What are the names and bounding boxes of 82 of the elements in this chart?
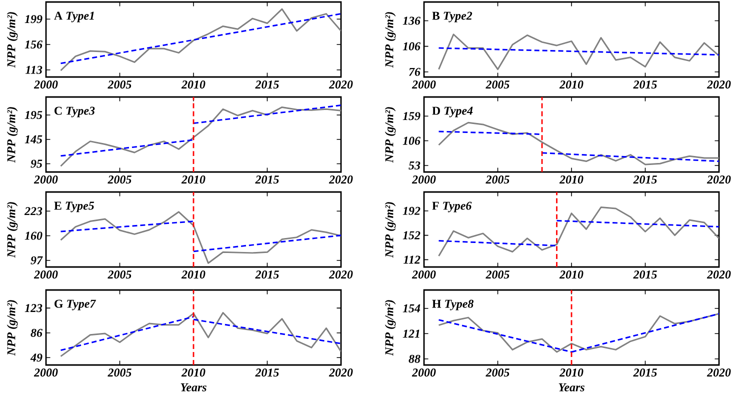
- x-tick-label: 2010: [559, 176, 584, 184]
- x-tick-label: 2000: [34, 368, 58, 377]
- x-tick-label: 2010: [181, 80, 206, 89]
- x-tick-label: 2000: [412, 176, 436, 184]
- y-tick-label: 49: [30, 354, 42, 362]
- text: D Type4: [432, 106, 473, 118]
- y-tick-label: 121: [402, 330, 420, 338]
- x-tick-label: 2015: [255, 368, 279, 377]
- x-tick-label: 2020: [328, 368, 353, 377]
- y-tick-label: 123: [24, 304, 42, 312]
- text: C Type3: [54, 106, 95, 118]
- y-tick-label: 192: [402, 206, 420, 215]
- y-tick-label: 95: [30, 160, 42, 168]
- x-tick-label: 2020: [706, 368, 731, 377]
- y-tick-label: 106: [402, 42, 420, 50]
- y-axis-title: NPP (g/m²): [6, 300, 18, 356]
- text: B Type2: [432, 12, 472, 22]
- x-tick-label: 2015: [633, 368, 657, 377]
- x-tick-label: 2010: [559, 270, 584, 279]
- y-tick-label: 152: [402, 231, 420, 240]
- y-tick-label: 76: [409, 68, 420, 76]
- x-tick-label: 2010: [181, 270, 206, 279]
- x-tick-label: 2015: [633, 176, 657, 184]
- y-axis-title: NPP (g/m²): [384, 300, 396, 356]
- x-tick-label: 2015: [633, 80, 657, 89]
- x-tick-label: 2000: [412, 80, 436, 89]
- y-tick-label: 156: [24, 40, 42, 49]
- text: E Type5: [54, 202, 94, 212]
- x-tick-label: 2010: [181, 176, 206, 184]
- y-tick-label: 97: [30, 256, 43, 264]
- y-tick-label: 159: [402, 112, 420, 120]
- x-tick-label: 2005: [108, 80, 132, 89]
- y-axis-title: NPP (g/m²): [6, 202, 18, 258]
- x-tick-label: 2005: [486, 368, 510, 377]
- text: H Type8: [432, 300, 474, 310]
- y-axis-title: NPP (g/m²): [6, 12, 18, 68]
- x-tick-label: 2005: [486, 176, 510, 184]
- y-tick-label: 53: [408, 161, 420, 170]
- x-tick-label: 2020: [328, 80, 353, 89]
- y-tick-label: 223: [24, 207, 42, 216]
- y-tick-label: 160: [24, 232, 42, 240]
- text: A Type1: [54, 12, 94, 22]
- x-tick-label: 2020: [706, 270, 731, 279]
- y-tick-label: 195: [24, 111, 42, 120]
- text: G Type7: [54, 300, 96, 310]
- y-tick-label: 112: [404, 256, 420, 264]
- x-tick-label: 2000: [34, 176, 58, 184]
- y-axis-title: NPP (g/m²): [384, 107, 396, 163]
- y-tick-label: 145: [24, 135, 42, 144]
- x-tick-label: 2015: [633, 270, 657, 279]
- x-tick-label: 2000: [412, 270, 436, 279]
- y-axis-title: NPP (g/m²): [6, 107, 18, 163]
- x-axis-title: Years: [180, 383, 206, 392]
- x-tick-label: 2010: [181, 368, 206, 377]
- x-tick-label: 2020: [328, 176, 353, 184]
- x-tick-label: 2020: [706, 80, 731, 89]
- text: F Type6: [432, 202, 472, 212]
- y-tick-label: 199: [24, 15, 42, 24]
- x-tick-label: 2005: [108, 368, 132, 377]
- y-tick-label: 154: [402, 304, 420, 312]
- x-tick-label: 2000: [412, 368, 436, 377]
- x-tick-label: 2005: [486, 80, 510, 89]
- y-axis-title: NPP (g/m²): [384, 202, 396, 258]
- x-tick-label: 2005: [108, 270, 132, 279]
- x-tick-label: 2005: [108, 176, 132, 184]
- x-tick-label: 2020: [706, 176, 731, 184]
- x-tick-label: 2015: [255, 80, 279, 89]
- y-tick-label: 136: [402, 16, 420, 25]
- x-tick-label: 2015: [255, 176, 279, 184]
- x-tick-label: 2015: [255, 270, 279, 279]
- y-tick-label: 113: [25, 66, 42, 74]
- x-tick-label: 2000: [34, 80, 58, 89]
- x-tick-label: 2020: [328, 270, 353, 279]
- x-tick-label: 2010: [559, 368, 584, 377]
- x-tick-label: 2010: [559, 80, 584, 89]
- y-tick-label: 86: [30, 328, 42, 337]
- y-tick-label: 88: [408, 354, 420, 363]
- y-tick-label: 106: [402, 136, 420, 145]
- x-tick-label: 2005: [486, 270, 510, 279]
- x-tick-label: 2000: [34, 270, 58, 279]
- y-axis-title: NPP (g/m²): [384, 12, 396, 68]
- x-axis-title: Years: [558, 383, 584, 392]
